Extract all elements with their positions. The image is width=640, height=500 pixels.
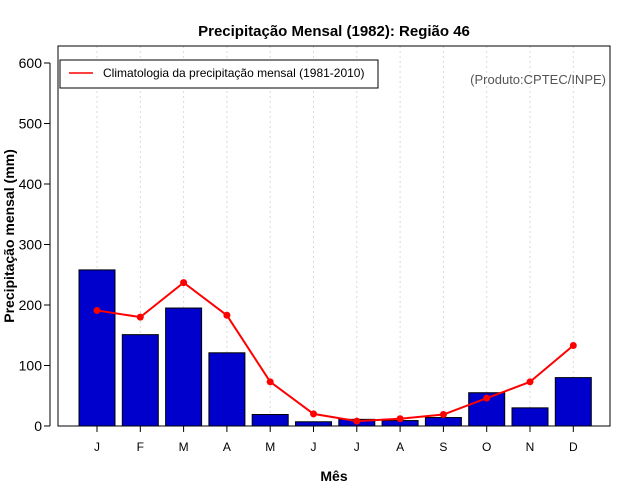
climatology-point-5 <box>266 378 274 386</box>
y-tick-label: 200 <box>19 297 43 313</box>
y-tick-label: 600 <box>19 55 43 71</box>
x-tick-label: A <box>396 440 404 454</box>
plot-frame <box>57 45 611 427</box>
x-tick-label: J <box>354 440 360 454</box>
x-tick-label: A <box>223 440 231 454</box>
y-axis: 0 100 200 300 400 500 600 <box>19 55 51 434</box>
bar-2 <box>121 334 159 427</box>
x-tick-label: O <box>482 440 491 454</box>
y-tick-label: 500 <box>19 116 43 132</box>
climatology-point-8 <box>396 415 404 423</box>
credit-text: (Produto:CPTEC/INPE) <box>470 72 606 87</box>
chart-title: Precipitação Mensal (1982): Região 46 <box>198 23 470 40</box>
climatology-point-7 <box>353 417 361 425</box>
climatology-series-line <box>96 281 574 423</box>
climatology-point-2 <box>136 313 144 321</box>
x-axis-label: Mês <box>320 468 347 484</box>
bar-6 <box>295 421 332 427</box>
bars <box>78 269 592 427</box>
bar-11 <box>511 407 549 427</box>
bar-1 <box>78 269 116 427</box>
climatology-point-1 <box>93 306 101 314</box>
bar-4 <box>208 352 246 427</box>
x-tick-label: J <box>94 440 100 454</box>
y-tick-label: 300 <box>19 237 43 253</box>
x-tick-label: N <box>526 440 535 454</box>
climatology-point-4 <box>223 311 231 319</box>
y-tick-label: 0 <box>34 418 42 434</box>
climatology-point-10 <box>483 394 491 402</box>
x-tick-label: F <box>137 440 144 454</box>
x-tick-label: M <box>179 440 189 454</box>
climatology-line <box>93 279 577 425</box>
x-tick-label: M <box>265 440 275 454</box>
legend-entry: Climatologia da precipitação mensal (198… <box>103 66 364 80</box>
bar-5 <box>251 414 289 427</box>
y-tick-label: 400 <box>19 176 43 192</box>
climatology-point-11 <box>526 378 534 386</box>
x-tick-label: D <box>569 440 578 454</box>
bar-3 <box>165 307 203 427</box>
y-axis-label: Precipitação mensal (mm) <box>1 149 17 323</box>
bar-9 <box>424 417 462 427</box>
climatology-point-3 <box>180 279 188 287</box>
legend-box <box>59 59 379 89</box>
y-tick-label: 100 <box>19 358 43 374</box>
bar-12 <box>554 377 592 427</box>
climatology-point-12 <box>569 342 577 350</box>
climatology-point-9 <box>439 411 447 419</box>
legend: Climatologia da precipitação mensal (198… <box>59 59 379 89</box>
x-tick-label: J <box>311 440 317 454</box>
x-tick-label: S <box>439 440 447 454</box>
climatology-point-6 <box>310 410 317 418</box>
